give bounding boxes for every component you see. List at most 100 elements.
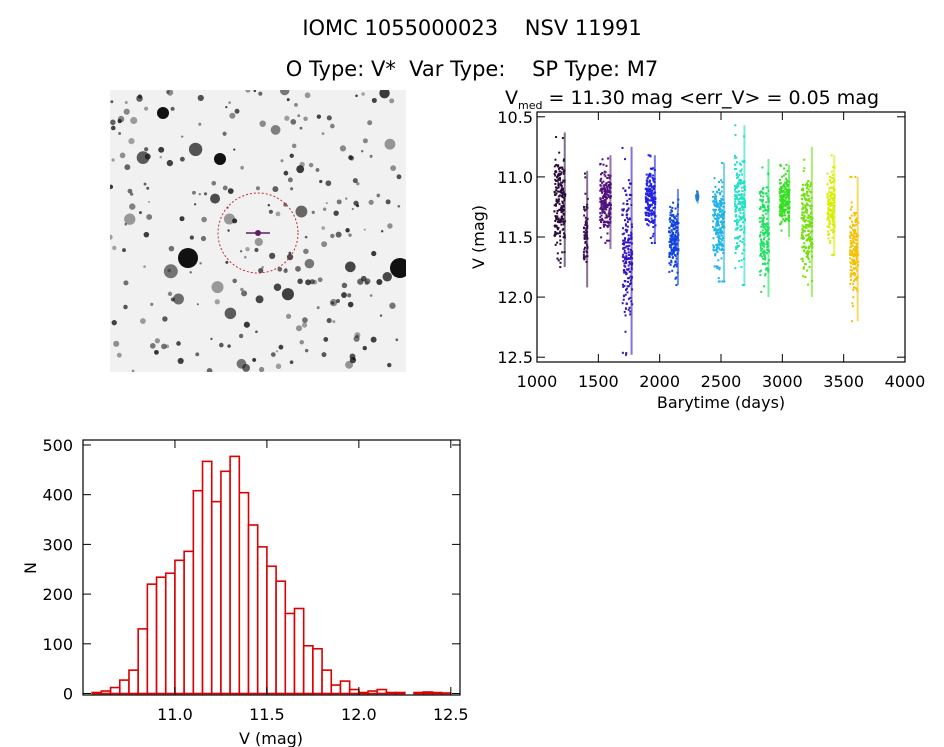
data-point [763, 232, 766, 235]
data-point [741, 201, 744, 204]
star [283, 268, 288, 274]
data-point [802, 203, 805, 206]
star [252, 357, 257, 362]
histogram-bar [312, 647, 323, 695]
star [223, 213, 236, 225]
data-point [759, 191, 762, 194]
star [387, 223, 393, 229]
data-point [625, 257, 628, 260]
data-point [762, 226, 765, 229]
data-point [626, 268, 629, 271]
data-point [625, 230, 628, 233]
star [258, 267, 264, 274]
data-point [849, 225, 852, 228]
data-point [556, 232, 559, 235]
star [299, 339, 305, 345]
star [283, 202, 288, 207]
data-point [718, 235, 721, 238]
data-point [780, 189, 783, 192]
data-point [738, 162, 741, 165]
data-point [759, 198, 762, 201]
histogram-bar [339, 680, 351, 695]
data-point [737, 202, 740, 205]
data-point [557, 200, 560, 203]
data-point [608, 239, 611, 242]
star [111, 158, 115, 162]
star [384, 138, 396, 150]
data-point [855, 243, 858, 246]
data-point [739, 217, 742, 220]
data-point [721, 224, 724, 227]
data-point [560, 211, 563, 214]
data-point [784, 197, 787, 200]
data-point [600, 202, 603, 205]
data-point [717, 280, 720, 283]
x-tick-label: 3500 [823, 372, 864, 391]
y-axis-label: N [21, 562, 40, 574]
data-point [830, 197, 833, 200]
data-point [674, 223, 677, 226]
data-point [741, 241, 744, 244]
data-point [717, 188, 720, 191]
data-point [827, 225, 830, 228]
data-point [670, 238, 673, 241]
data-point [778, 205, 781, 208]
data-point [852, 224, 855, 227]
data-point [646, 197, 649, 200]
data-point [735, 246, 738, 249]
star [294, 102, 298, 107]
data-point [600, 236, 603, 239]
data-point [761, 262, 764, 265]
data-point [806, 249, 809, 252]
data-point [785, 192, 788, 195]
data-point [784, 172, 787, 175]
data-point [809, 237, 812, 240]
data-point [779, 196, 782, 199]
data-point [801, 189, 804, 192]
data-point [559, 183, 562, 186]
data-point [780, 229, 783, 232]
data-point [650, 193, 653, 196]
data-point [765, 243, 768, 246]
data-point [599, 212, 602, 215]
data-point [760, 225, 763, 228]
data-point [850, 272, 853, 275]
star [295, 325, 303, 332]
data-point [717, 237, 720, 240]
data-point [715, 233, 718, 236]
y-tick-label: 10.5 [497, 108, 533, 127]
data-point [766, 243, 769, 246]
data-point [648, 194, 651, 197]
star [117, 115, 125, 123]
data-point [806, 204, 809, 207]
histogram-bar [358, 691, 369, 695]
data-point [651, 209, 654, 212]
data-point [855, 232, 858, 235]
star [296, 165, 305, 174]
data-point [830, 181, 833, 184]
data-point [622, 208, 625, 211]
data-point [646, 223, 649, 226]
data-point [646, 193, 649, 196]
star [203, 192, 208, 196]
data-point [627, 248, 630, 251]
data-point [805, 182, 808, 185]
data-point [561, 168, 564, 171]
data-point [648, 192, 651, 195]
data-point [738, 197, 741, 200]
data-point [715, 222, 718, 225]
data-point [739, 229, 742, 232]
data-point [733, 219, 736, 222]
star [284, 115, 290, 121]
star [345, 197, 348, 200]
data-point [716, 219, 719, 222]
data-point [556, 252, 559, 255]
data-point [621, 255, 624, 258]
data-point [740, 163, 743, 166]
star [119, 152, 126, 159]
star [360, 149, 364, 153]
data-point [608, 213, 611, 216]
data-point [742, 202, 745, 205]
data-point [601, 197, 604, 200]
star [243, 321, 250, 328]
